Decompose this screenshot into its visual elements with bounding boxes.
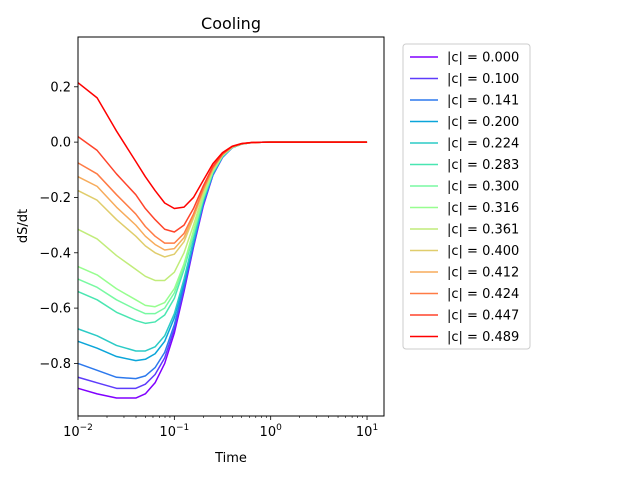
- series-line-13: [77, 82, 368, 210]
- legend-label-10: |c| = 0.412: [447, 266, 519, 281]
- y-tick-label-2: −0.2: [39, 191, 71, 206]
- series-line-5: [77, 141, 368, 325]
- series-line-2: [77, 141, 368, 380]
- series-line-6: [77, 141, 368, 315]
- legend-label-7: |c| = 0.316: [447, 201, 519, 216]
- y-tick-label-3: −0.4: [39, 246, 71, 261]
- legend-box: [402, 43, 531, 350]
- x-axis: 10−2 10−1 100 101: [63, 416, 378, 440]
- legend-label-1: |c| = 0.100: [447, 72, 519, 87]
- y-tick-label-5: −0.8: [39, 357, 71, 372]
- series-line-4: [77, 141, 368, 352]
- legend-label-3: |c| = 0.200: [447, 115, 519, 130]
- legend-label-8: |c| = 0.361: [447, 223, 519, 238]
- y-axis: 0.2 0.0 −0.2 −0.4 −0.6 −0.8: [39, 80, 78, 372]
- y-axis-label: dS/dt: [16, 209, 31, 243]
- x-tick-label-3: 101: [356, 423, 378, 440]
- x-tick-label-1: 10−1: [159, 423, 189, 440]
- legend-label-9: |c| = 0.400: [447, 244, 519, 259]
- series-line-12: [77, 135, 368, 233]
- x-tick-label-2: 100: [260, 423, 283, 440]
- series-line-3: [77, 141, 368, 362]
- x-axis-label: Time: [214, 451, 247, 466]
- legend-label-11: |c| = 0.424: [447, 287, 519, 302]
- legend-label-6: |c| = 0.300: [447, 180, 519, 195]
- x-tick-label-0: 10−2: [63, 423, 93, 440]
- legend-label-12: |c| = 0.447: [447, 309, 519, 324]
- series-line-0: [77, 141, 368, 399]
- y-tick-label-4: −0.6: [39, 302, 71, 317]
- plot-area: [77, 82, 368, 399]
- legend-label-0: |c| = 0.000: [447, 51, 519, 66]
- y-tick-label-1: 0.0: [50, 136, 71, 151]
- axes-frame: [77, 36, 385, 417]
- legend-label-2: |c| = 0.141: [447, 94, 519, 109]
- legend-label-5: |c| = 0.283: [447, 158, 519, 173]
- legend-label-4: |c| = 0.224: [447, 137, 519, 152]
- chart-title: Cooling: [201, 14, 261, 33]
- legend-label-13: |c| = 0.489: [447, 330, 519, 345]
- y-tick-label-0: 0.2: [50, 80, 71, 95]
- legend: |c| = 0.000 |c| = 0.100 |c| = 0.141 |c| = 0…: [402, 43, 531, 350]
